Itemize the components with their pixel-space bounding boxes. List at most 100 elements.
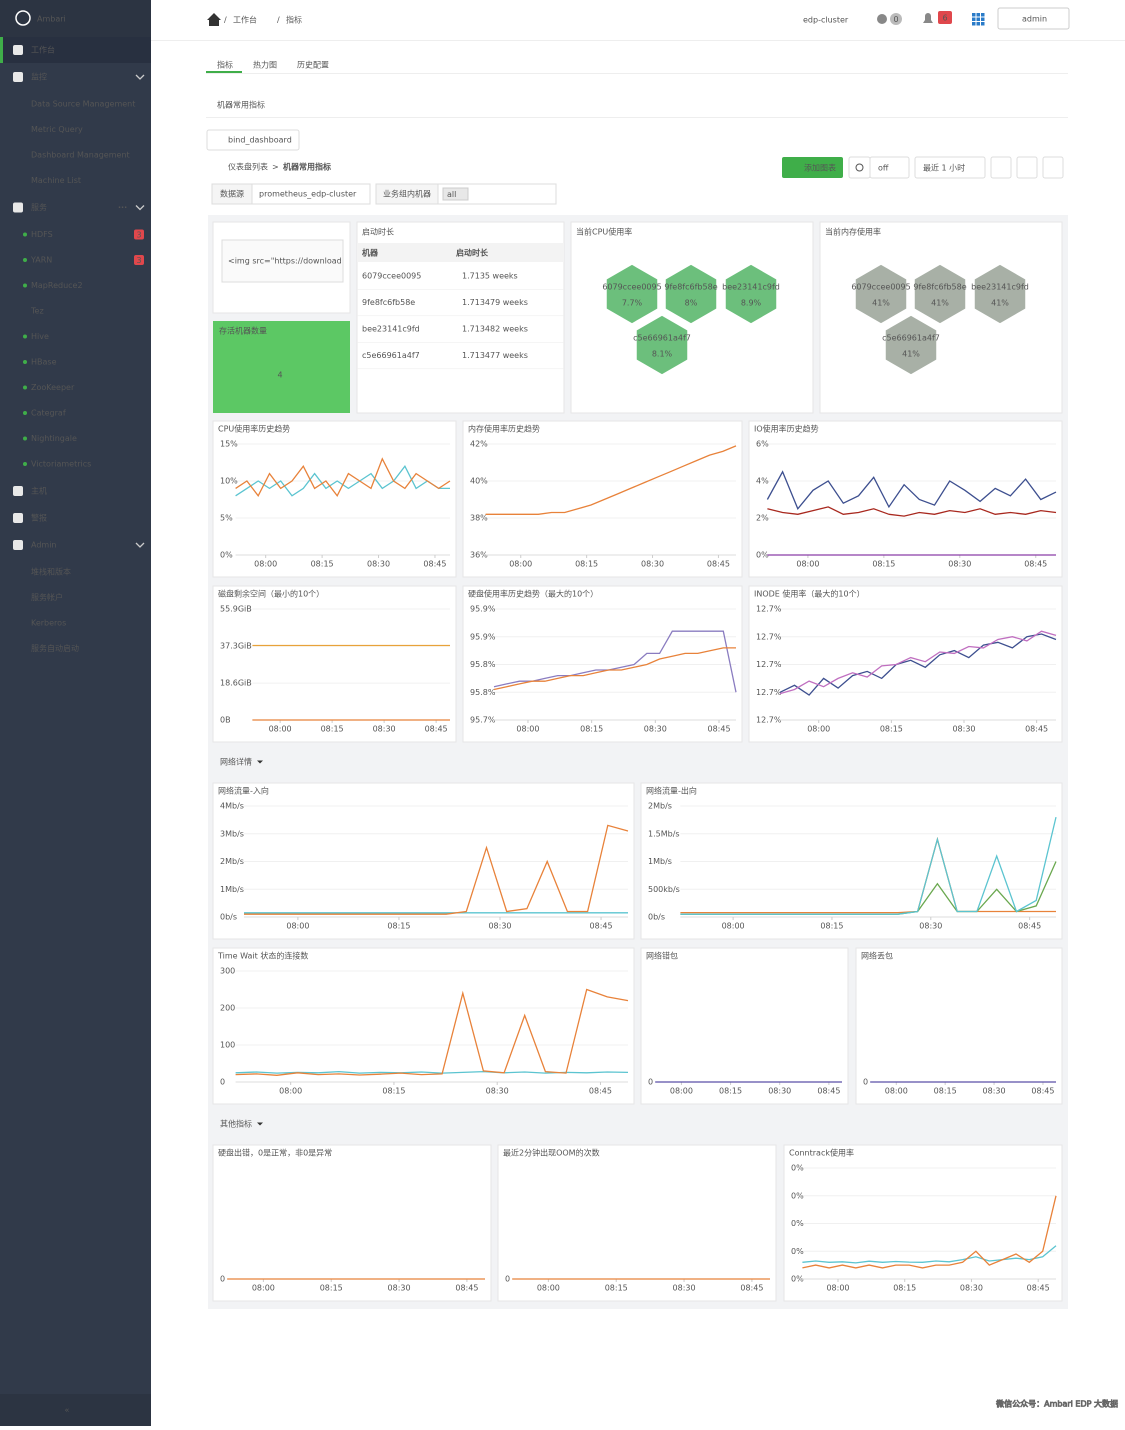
datasource-label: 数据源: [220, 189, 244, 199]
hexagon: [605, 263, 659, 325]
dashboard-parent[interactable]: 仪表盘列表: [228, 162, 268, 172]
brand-logo: [15, 10, 31, 26]
refresh-button[interactable]: [848, 156, 871, 179]
menu-icon: [13, 45, 23, 55]
add-chart-button[interactable]: [782, 157, 843, 178]
x-tick-label: 08:30: [641, 560, 664, 569]
status-dot: [23, 258, 27, 262]
settings-icon: [877, 14, 887, 24]
bind-button[interactable]: [206, 129, 300, 151]
menu-subitem[interactable]: HDFS: [31, 230, 53, 239]
menu-subitem[interactable]: Dashboard Management: [31, 151, 130, 160]
series-line: [493, 647, 736, 691]
brand-bar: [0, 0, 151, 37]
panel: [212, 585, 457, 743]
row-rule: [357, 315, 564, 317]
stat-title: 存活机器数量: [219, 326, 267, 336]
chart-title: Time Wait 状态的连接数: [217, 951, 308, 961]
y-tick-label: 0: [220, 1078, 225, 1087]
menu-item[interactable]: 服务: [31, 202, 47, 212]
menu-subitem[interactable]: Metric Query: [31, 125, 83, 134]
table-cell: 1.7135 weeks: [462, 272, 518, 281]
bell-icon: [923, 13, 933, 23]
apps-icon: [976, 13, 980, 17]
menu-subitem[interactable]: YARN: [30, 256, 52, 265]
menu-icon: [13, 513, 23, 523]
x-tick-label: 08:45: [707, 725, 730, 734]
chevron: [135, 205, 145, 211]
x-tick-label: 08:00: [826, 1284, 849, 1293]
menu-item[interactable]: 工作台: [31, 45, 55, 55]
hex-name: bee23141c9fd: [971, 283, 1029, 292]
x-tick-label: 08:45: [1024, 560, 1047, 569]
menu-subitem[interactable]: Categraf: [31, 409, 66, 418]
menu-icon: [13, 72, 23, 82]
breadcrumb-sep: /: [224, 16, 227, 25]
x-tick-label: 08:30: [373, 725, 396, 734]
x-tick-label: 08:15: [321, 725, 344, 734]
x-tick-label: 08:00: [286, 922, 309, 931]
menu-icon: [13, 486, 23, 496]
y-tick-label: 95.8%: [470, 688, 496, 697]
bind-button-label: bind_dashboard: [228, 136, 292, 145]
menu-subitem[interactable]: MapReduce2: [31, 281, 83, 290]
menu-item[interactable]: 警报: [31, 513, 47, 523]
y-tick-label: 12.7%: [756, 605, 782, 614]
menu-subitem[interactable]: Machine List: [31, 176, 81, 185]
tool-button[interactable]: [1016, 156, 1038, 179]
status-dot: [23, 411, 27, 415]
x-tick-label: 08:15: [320, 1284, 343, 1293]
y-tick-label: 4Mb/s: [220, 802, 244, 811]
apps-icon: [976, 17, 980, 21]
menu-item[interactable]: 监控: [31, 72, 47, 82]
apps-icon: [981, 13, 985, 17]
menu-subitem[interactable]: HBase: [31, 358, 57, 367]
settings-badge: 0: [893, 15, 898, 24]
tool-button[interactable]: [990, 156, 1012, 179]
hexagon: [913, 263, 967, 325]
y-tick-label: 0%: [220, 551, 233, 560]
hex-name: 6079ccee0095: [851, 283, 910, 292]
settings-badge-bg: [890, 13, 902, 25]
tab[interactable]: 历史配置: [297, 60, 329, 70]
menu-item[interactable]: 主机: [31, 486, 47, 496]
y-tick-label: 1Mb/s: [220, 885, 244, 894]
hex-value: 41%: [991, 299, 1009, 308]
menu-subitem[interactable]: 服务自动启动: [31, 643, 79, 653]
x-tick-label: 08:30: [488, 922, 511, 931]
menu-subitem[interactable]: ZooKeeper: [31, 383, 75, 392]
tool-button[interactable]: [1042, 156, 1064, 179]
x-tick-label: 08:15: [575, 560, 598, 569]
user-button[interactable]: [997, 7, 1070, 30]
menu-more: ...: [118, 201, 127, 210]
apps-icon: [976, 22, 980, 26]
menu-subitem[interactable]: 服务帐户: [31, 592, 63, 602]
x-tick-label: 08:15: [880, 725, 903, 734]
table-cell: 1.713477 weeks: [462, 351, 528, 360]
breadcrumb[interactable]: 工作台: [233, 15, 257, 25]
menu-subitem[interactable]: Nightingale: [31, 434, 77, 443]
tab[interactable]: 指标: [217, 60, 233, 70]
section-toggle[interactable]: 网络详情: [220, 757, 252, 767]
section-toggle[interactable]: 其他指标: [220, 1119, 252, 1129]
menu-subitem[interactable]: Tez: [30, 307, 44, 316]
collapse[interactable]: «: [65, 1406, 70, 1415]
tab[interactable]: 热力图: [253, 60, 277, 70]
range-select[interactable]: [914, 156, 986, 179]
menu-subitem[interactable]: Victoriametrics: [31, 460, 91, 469]
menu-subitem[interactable]: Data Source Management: [31, 100, 135, 109]
x-tick-label: 08:15: [934, 1087, 957, 1096]
crumb-arrow: >: [272, 163, 279, 172]
table-column: 启动时长: [456, 248, 489, 258]
menu-item[interactable]: Admin: [31, 541, 57, 550]
subtab[interactable]: 机器常用指标: [217, 100, 265, 110]
panel: [497, 1144, 777, 1302]
menu-subitem[interactable]: Kerberos: [31, 619, 66, 628]
x-tick-label: 08:15: [382, 1087, 405, 1096]
badge-count: 3: [136, 231, 141, 240]
menu-subitem[interactable]: 堆栈和版本: [31, 567, 71, 577]
refresh-select[interactable]: [869, 156, 910, 179]
menu-subitem[interactable]: Hive: [31, 332, 49, 341]
datasource-select[interactable]: [251, 183, 371, 205]
